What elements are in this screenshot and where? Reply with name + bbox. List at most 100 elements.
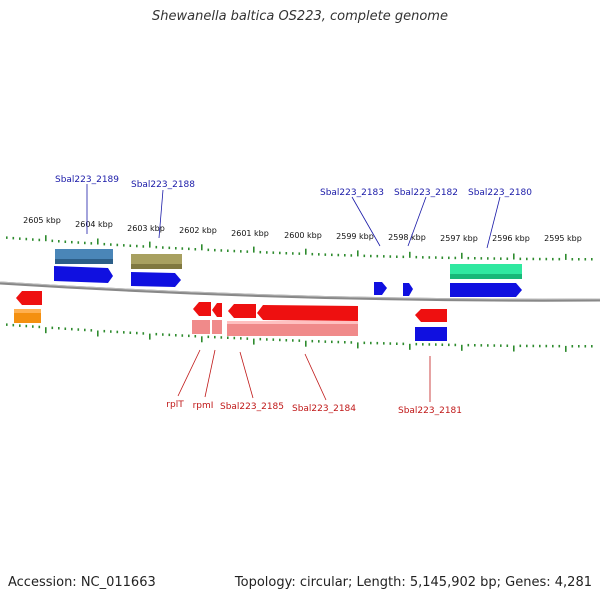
tick-mark	[578, 345, 580, 348]
gene-arrow-blue[interactable]	[54, 266, 113, 283]
tick-mark	[526, 257, 528, 261]
tick-mark	[539, 344, 541, 348]
tick-mark	[565, 345, 567, 352]
tick-label: 2605 kbp	[23, 216, 61, 225]
tick-mark	[409, 343, 411, 350]
gene-label[interactable]: rplT	[166, 400, 184, 410]
gene-arrow-red[interactable]	[257, 305, 358, 321]
tick-mark	[558, 257, 561, 261]
tick-mark	[376, 341, 379, 345]
tick-mark	[591, 345, 593, 348]
tick-mark	[45, 327, 47, 334]
tick-mark	[233, 249, 236, 253]
bottom-strand-genes	[16, 291, 447, 322]
tick-mark	[32, 238, 34, 241]
tick-mark	[344, 254, 346, 257]
tick-mark	[428, 343, 431, 346]
tick-mark	[6, 236, 8, 239]
tick-mark	[441, 256, 444, 259]
tick-mark	[214, 335, 216, 339]
tick-mark	[175, 247, 177, 250]
gene-arrow-blue[interactable]	[131, 272, 181, 287]
tick-mark	[383, 255, 385, 258]
tick-mark	[396, 255, 398, 258]
tick-mark	[188, 334, 190, 338]
tick-mark	[513, 345, 515, 352]
tick-mark	[565, 253, 567, 260]
gene-arrow-blue[interactable]	[403, 283, 413, 296]
top-strand-features	[55, 249, 522, 279]
tick-mark	[207, 335, 210, 339]
tick-label: 2603 kbp	[127, 224, 165, 233]
tick-mark	[246, 337, 249, 340]
gene-label[interactable]: Sbal223_2180	[468, 188, 532, 198]
tick-mark	[545, 344, 548, 348]
tick-mark	[396, 342, 398, 345]
gene-arrow-red[interactable]	[193, 302, 211, 316]
gene-arrow-red[interactable]	[16, 291, 42, 305]
tick-mark	[571, 345, 574, 348]
tick-mark	[129, 244, 132, 247]
tick-mark	[318, 340, 320, 343]
gene-arrow-red[interactable]	[228, 304, 256, 318]
tick-mark	[279, 338, 281, 342]
tick-label: 2604 kbp	[75, 220, 113, 229]
gene-label[interactable]: Sbal223_2182	[394, 188, 458, 198]
tick-mark	[487, 344, 489, 347]
tick-mark	[19, 324, 21, 327]
gene-label[interactable]: Sbal223_2189	[55, 175, 119, 185]
gene-arrow-red[interactable]	[212, 303, 222, 317]
tick-mark	[110, 330, 112, 333]
tick-mark	[448, 256, 450, 260]
tick-mark	[84, 328, 86, 332]
gene-label[interactable]: Sbal223_2181	[398, 406, 462, 416]
gene-arrow-blue[interactable]	[374, 282, 387, 295]
tick-mark	[363, 254, 366, 258]
tick-mark	[162, 246, 164, 249]
gene-box-pink[interactable]	[212, 320, 222, 334]
tick-mark	[77, 241, 80, 244]
tick-label: 2596 kbp	[492, 234, 530, 243]
tick-mark	[305, 248, 307, 255]
tick-mark	[227, 336, 229, 339]
tick-mark	[292, 339, 294, 342]
tick-mark	[474, 344, 476, 347]
gene-box-pink[interactable]	[227, 321, 358, 336]
tick-mark	[97, 330, 99, 337]
gene-arrow-red[interactable]	[415, 309, 447, 322]
gene-box-blue[interactable]	[415, 327, 447, 341]
tick-mark	[259, 337, 262, 341]
tick-mark	[181, 334, 184, 337]
tick-mark	[311, 339, 314, 343]
tick-mark	[331, 340, 333, 344]
tick-mark	[58, 240, 60, 243]
tick-mark	[513, 253, 515, 260]
tick-mark	[519, 344, 522, 348]
tick-mark	[155, 245, 158, 249]
gene-label[interactable]: Sbal223_2183	[320, 188, 384, 198]
tick-mark	[90, 329, 93, 332]
tick-mark	[45, 235, 47, 242]
gene-label[interactable]: Sbal223_2184	[292, 404, 356, 414]
gene-box-pink[interactable]	[192, 320, 210, 334]
gene-label[interactable]: rpmI	[193, 401, 214, 411]
tick-mark	[415, 255, 418, 259]
tick-mark	[350, 254, 353, 257]
tick-mark	[480, 344, 483, 347]
tick-mark	[428, 256, 431, 259]
tick-mark	[454, 343, 457, 347]
gene-label[interactable]: Sbal223_2185	[220, 402, 284, 412]
tick-mark	[227, 249, 229, 252]
gene-label[interactable]: Sbal223_2188	[131, 180, 195, 190]
tick-mark	[19, 237, 21, 240]
gene-arrow-blue[interactable]	[450, 283, 522, 297]
bottom-gene-labels: rplT rpmI Sbal223_2185 Sbal223_2184 Sbal…	[166, 349, 462, 416]
tick-mark	[103, 242, 106, 246]
tick-mark	[493, 257, 496, 260]
tick-mark	[584, 258, 587, 261]
tick-mark	[38, 325, 41, 329]
tick-mark	[12, 236, 15, 240]
tick-mark	[136, 331, 138, 335]
